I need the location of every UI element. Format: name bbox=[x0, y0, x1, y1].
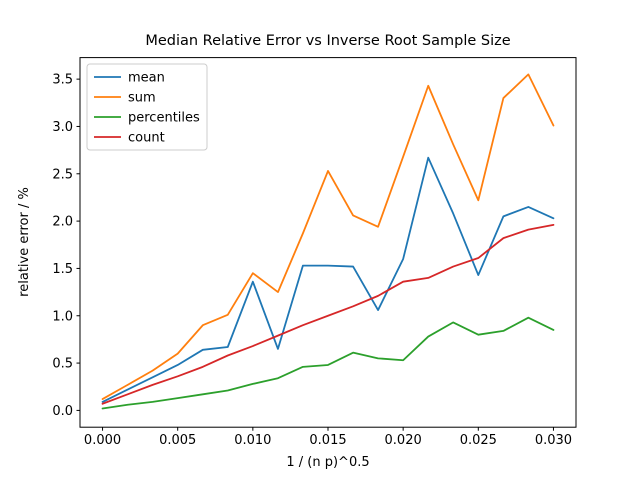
legend-label: percentiles bbox=[128, 111, 200, 126]
y-tick-label: 0.0 bbox=[52, 404, 73, 419]
y-tick-label: 1.5 bbox=[52, 262, 73, 277]
series-line-percentiles bbox=[101, 316, 555, 410]
axes: 0.000 0.005 0.010 0.015 0.020 0.025 0.030 0.0 0.… bbox=[52, 73, 572, 449]
x-tick-label: 0.025 bbox=[460, 433, 497, 448]
series-line-mean bbox=[101, 156, 555, 403]
legend-label: mean bbox=[128, 71, 165, 86]
x-tick-label: 0.000 bbox=[84, 433, 121, 448]
y-tick-label: 2.0 bbox=[52, 215, 73, 230]
legend-item-sum: sum bbox=[94, 91, 156, 106]
y-tick-label: 3.5 bbox=[52, 73, 73, 88]
series-line-sum bbox=[101, 73, 555, 400]
legend-item-count: count bbox=[94, 131, 165, 146]
x-tick-label: 0.010 bbox=[234, 433, 271, 448]
y-tick-label: 0.5 bbox=[52, 357, 73, 372]
y-tick-label: 1.0 bbox=[52, 309, 73, 324]
x-tick-label: 0.030 bbox=[535, 433, 572, 448]
x-axis-label: 1 / (n p)^0.5 bbox=[286, 455, 369, 470]
axes-frame bbox=[79, 57, 577, 428]
chart-title: Median Relative Error vs Inverse Root Sa… bbox=[145, 33, 510, 49]
x-tick-label: 0.015 bbox=[309, 433, 346, 448]
y-tick-label: 3.0 bbox=[52, 120, 73, 135]
legend-item-mean: mean bbox=[94, 71, 165, 86]
x-tick-label: 0.005 bbox=[159, 433, 196, 448]
y-tick-label: 2.5 bbox=[52, 167, 73, 182]
legend-label: count bbox=[128, 131, 165, 146]
legend-item-percentiles: percentiles bbox=[94, 111, 200, 126]
series-line-count bbox=[101, 223, 555, 405]
y-axis-label: relative error / % bbox=[17, 187, 32, 297]
legend-label: sum bbox=[128, 91, 156, 106]
legend-box bbox=[86, 63, 208, 151]
legend: mean sum percentiles count bbox=[86, 63, 208, 151]
x-tick-label: 0.020 bbox=[385, 433, 422, 448]
series-lines bbox=[101, 73, 555, 410]
